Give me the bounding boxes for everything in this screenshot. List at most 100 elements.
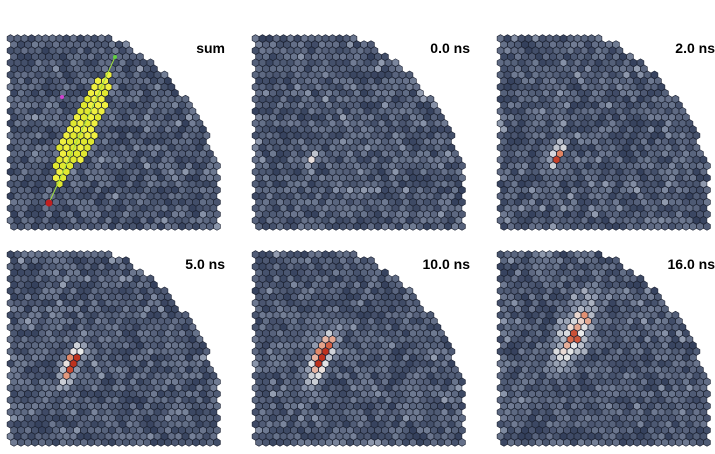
pixel (675, 222, 683, 231)
pixel (129, 222, 137, 231)
pixel (17, 438, 25, 447)
axis-line (48, 56, 116, 204)
pixel (283, 222, 291, 231)
pixel (52, 222, 60, 231)
pixel (458, 222, 466, 231)
pixel (423, 222, 431, 231)
pixel (500, 222, 508, 231)
pixel (262, 222, 270, 231)
pixel (339, 222, 347, 231)
pixel (661, 222, 669, 231)
pixel (192, 222, 200, 231)
pixel (129, 438, 137, 447)
pixel (171, 438, 179, 447)
pixel (157, 438, 165, 447)
pixel (654, 222, 662, 231)
pixel (542, 222, 550, 231)
pixel (391, 58, 400, 67)
pixel (209, 155, 218, 164)
pixel (367, 222, 375, 231)
pixel (332, 222, 340, 231)
pixel (52, 438, 60, 447)
pixel (206, 222, 214, 231)
pixel (150, 438, 158, 447)
pixel (444, 222, 452, 231)
pixel (619, 222, 627, 231)
pixel (430, 222, 438, 231)
pixel (80, 438, 88, 447)
pixel (73, 222, 81, 231)
camera-panel (251, 250, 466, 447)
pixel (353, 438, 361, 447)
pixel (66, 222, 74, 231)
pixel (213, 438, 221, 447)
pixel (346, 222, 354, 231)
panel-label: 5.0 ns (185, 256, 225, 272)
pixel (304, 438, 312, 447)
pixel (395, 438, 403, 447)
pixel (640, 222, 648, 231)
pixel (276, 438, 284, 447)
pixel (24, 438, 32, 447)
pixel (115, 438, 123, 447)
pixel (297, 438, 305, 447)
end-point (113, 55, 117, 59)
pixel (458, 438, 466, 447)
pixel (73, 438, 81, 447)
pixel (346, 438, 354, 447)
pixel (164, 438, 172, 447)
pixel (360, 438, 368, 447)
pixel (38, 222, 46, 231)
camera-panel (6, 34, 221, 231)
pixel (633, 222, 641, 231)
camera-panel (251, 34, 466, 231)
pixel (577, 222, 585, 231)
pixel (388, 222, 396, 231)
pixel (80, 222, 88, 231)
pixel (101, 222, 109, 231)
pixel (402, 438, 410, 447)
pixel (374, 438, 382, 447)
camera-panel (6, 250, 221, 447)
source-point (60, 95, 64, 99)
pixel (584, 222, 592, 231)
pixel (570, 222, 578, 231)
pixel (521, 222, 529, 231)
pixel (395, 222, 403, 231)
pixel (430, 438, 438, 447)
pixel (164, 222, 172, 231)
pixel (269, 222, 277, 231)
pixel (381, 222, 389, 231)
pixel (297, 222, 305, 231)
panel-label: 2.0 ns (675, 40, 715, 56)
pixel (549, 222, 557, 231)
pixel (146, 58, 155, 67)
pixel (437, 438, 445, 447)
pixel (535, 222, 543, 231)
pixel (451, 438, 459, 447)
pixel (66, 438, 74, 447)
pixel (668, 222, 676, 231)
pixel (563, 222, 571, 231)
pixel (94, 438, 102, 447)
pixel (311, 438, 319, 447)
camera-panel (496, 250, 711, 447)
pixel (647, 222, 655, 231)
pixel (339, 438, 347, 447)
pixel (416, 438, 424, 447)
pixel (143, 438, 151, 447)
pixel (451, 222, 459, 231)
panel-label: 0.0 ns (430, 40, 470, 56)
pixel (318, 222, 326, 231)
pixel (409, 222, 417, 231)
pixel (185, 222, 193, 231)
pixel (178, 222, 186, 231)
pixel (423, 438, 431, 447)
pixel (188, 106, 197, 116)
pixel (101, 438, 109, 447)
pixel (269, 438, 277, 447)
pixel (31, 438, 39, 447)
pixel (353, 222, 361, 231)
pixel (255, 222, 263, 231)
